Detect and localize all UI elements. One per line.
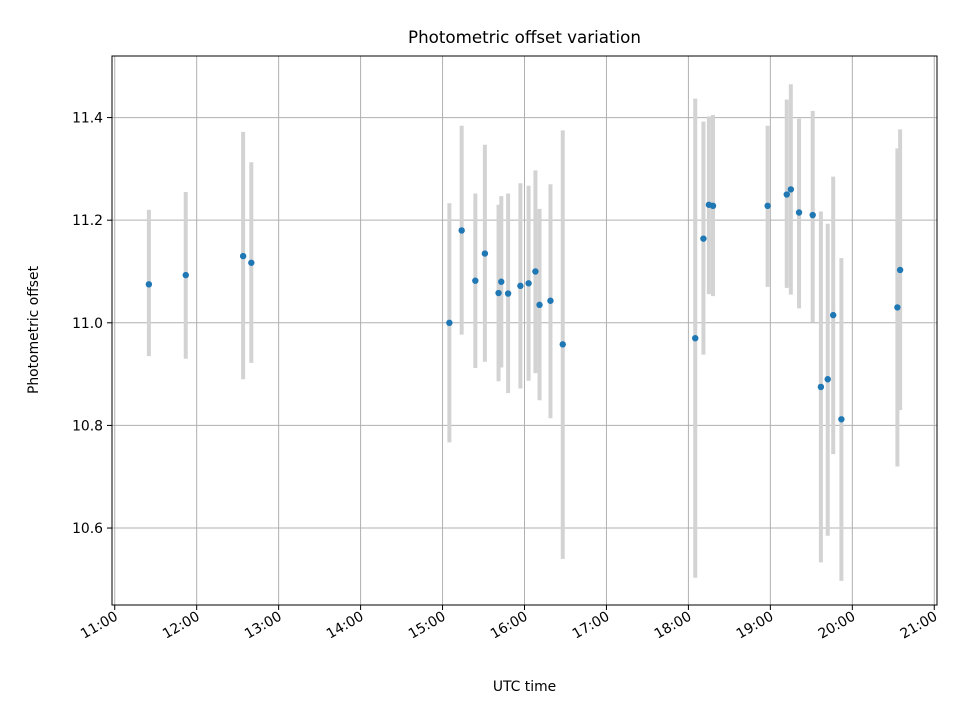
- grid-layer: [112, 56, 937, 605]
- x-tick-label: 17:00: [570, 609, 613, 643]
- data-point: [559, 341, 566, 348]
- y-tick-label: 11.0: [72, 316, 103, 332]
- x-tick-label: 11:00: [78, 609, 121, 643]
- data-point: [458, 227, 465, 234]
- x-axis-ticks: 11:00 12:00 13:00 14:00 15:00 16:00 17:00 18:00…: [78, 605, 940, 642]
- x-tick-label: 19:00: [734, 609, 777, 643]
- data-point: [817, 383, 825, 391]
- data-point: [709, 202, 717, 210]
- data-point: [495, 289, 502, 297]
- data-point: [894, 304, 901, 311]
- data-point: [472, 277, 479, 284]
- data-point: [700, 235, 707, 242]
- data-point: [764, 202, 771, 210]
- data-point: [182, 271, 189, 279]
- x-tick-label: 20:00: [816, 609, 859, 643]
- data-point: [145, 281, 153, 288]
- x-tick-label: 13:00: [242, 609, 285, 643]
- y-tick-label: 11.2: [72, 213, 103, 229]
- chart-title: Photometric offset variation: [408, 27, 641, 47]
- x-axis-label: UTC time: [493, 679, 556, 695]
- y-tick-label: 11.4: [72, 111, 103, 127]
- data-point: [896, 266, 904, 274]
- y-axis-ticks: 10.6 10.8 11.0 11.2 11.4: [72, 111, 112, 537]
- data-point: [239, 252, 247, 260]
- x-tick-label: 18:00: [652, 609, 695, 643]
- data-point: [838, 416, 845, 423]
- data-point: [824, 376, 831, 383]
- data-point: [481, 250, 489, 257]
- x-tick-label: 12:00: [160, 609, 203, 643]
- data-point: [532, 268, 539, 275]
- data-point: [692, 334, 699, 342]
- data-point: [787, 186, 795, 193]
- data-point: [536, 301, 543, 309]
- x-tick-label: 15:00: [406, 609, 449, 643]
- data-point: [504, 290, 512, 297]
- x-tick-label: 16:00: [488, 609, 531, 643]
- data-point: [795, 209, 803, 216]
- x-tick-label: 14:00: [324, 609, 367, 643]
- data-point: [809, 211, 816, 219]
- data-point: [446, 319, 453, 327]
- y-tick-label: 10.8: [72, 418, 103, 434]
- y-tick-label: 10.6: [72, 521, 103, 537]
- data-point: [517, 282, 524, 290]
- data-point: [783, 191, 790, 198]
- data-point: [498, 278, 505, 285]
- data-point: [525, 280, 532, 287]
- data-point: [829, 311, 837, 319]
- data-point: [547, 297, 554, 304]
- x-tick-label: 21:00: [898, 609, 941, 643]
- y-axis-label: Photometric offset: [26, 265, 42, 394]
- data-point-layer: [145, 186, 904, 423]
- data-point: [248, 259, 255, 266]
